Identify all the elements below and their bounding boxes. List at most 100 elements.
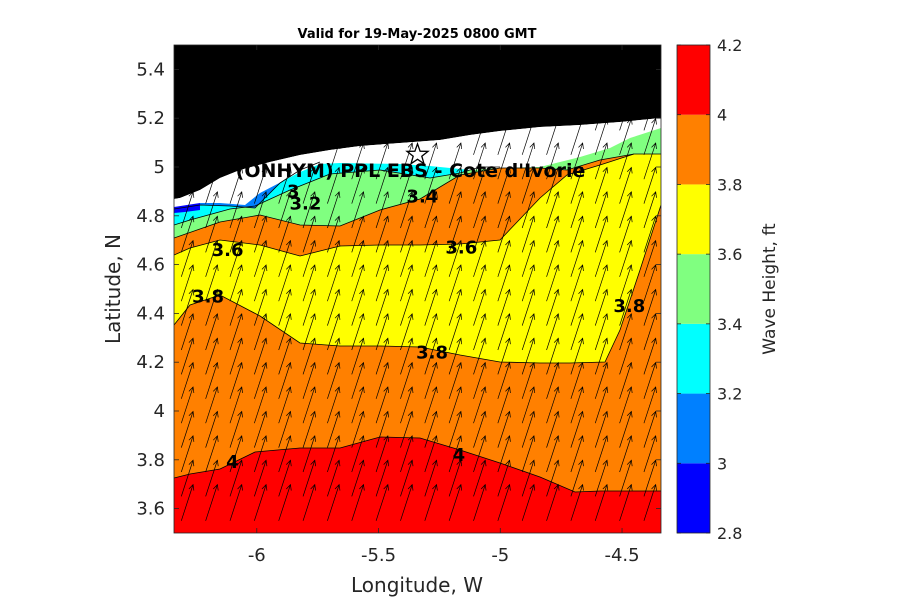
vector-arrow (497, 460, 510, 497)
vector-arrow (375, 362, 389, 399)
vector-arrowhead (505, 435, 511, 442)
vector-arrow (424, 191, 437, 229)
y-tick-label: 4.4 (136, 303, 165, 324)
vector-arrow (254, 435, 267, 473)
vector-arrowhead (626, 288, 633, 296)
vector-arrow (180, 216, 194, 253)
vector-arrowhead (505, 410, 511, 418)
vector-arrowhead (432, 361, 438, 369)
vector-arrowhead (261, 313, 268, 320)
vector-arrowhead (237, 239, 243, 247)
vector-arrow (400, 484, 413, 521)
vector-arrow (473, 118, 486, 155)
vector-arrow (327, 289, 340, 326)
vector-arrowhead (480, 483, 487, 491)
vector-arrowhead (651, 313, 657, 320)
vector-arrow (570, 142, 583, 180)
vector-arrow (375, 435, 389, 473)
vector-arrowhead (310, 337, 316, 345)
vector-arrow (521, 460, 535, 497)
vector-arrow (400, 411, 413, 448)
vector-arrow (254, 362, 267, 399)
vector-arrow (351, 338, 364, 375)
vector-arrowhead (359, 313, 365, 320)
vector-arrow (643, 142, 657, 180)
vector-arrowhead (432, 386, 438, 394)
vector-arrow (205, 289, 218, 326)
vector-arrowhead (578, 117, 584, 125)
vector-arrow (473, 411, 486, 448)
vector-arrow (521, 362, 535, 399)
vector-arrow (424, 240, 437, 277)
colorbar-swatch (677, 323, 710, 394)
vector-arrow (205, 313, 218, 351)
land-mass (174, 45, 661, 199)
vector-arrowhead (432, 191, 438, 198)
vector-arrowhead (456, 239, 463, 247)
vector-arrowhead (212, 288, 219, 296)
vector-arrow (619, 411, 632, 448)
vector-arrowhead (383, 410, 390, 418)
vector-arrow (375, 386, 389, 424)
vector-arrow (448, 362, 462, 399)
vector-arrow (570, 338, 583, 375)
vector-arrow (229, 240, 243, 277)
vector-arrow (351, 386, 364, 424)
vector-arrowhead (578, 288, 584, 296)
vector-arrow (351, 435, 364, 473)
vector-arrow (400, 386, 413, 424)
y-tick-label: 3.8 (136, 450, 165, 471)
vector-arrowhead (261, 410, 268, 418)
vector-arrowhead (529, 142, 536, 150)
chart-title: Valid for 19-May-2025 0800 GMT (298, 27, 537, 42)
vector-arrowhead (626, 191, 633, 198)
vector-arrow (375, 338, 389, 375)
vector-arrow (546, 460, 559, 497)
vector-arrow (254, 411, 267, 448)
colorbar-tick-label: 4.2 (717, 36, 742, 55)
vector-arrowhead (188, 483, 195, 491)
vector-arrow (375, 313, 389, 351)
vector-arrowhead (602, 435, 609, 442)
vector-arrow (424, 386, 437, 424)
vector-arrowhead (286, 410, 292, 418)
vector-arrowhead (529, 191, 536, 198)
vector-arrow (570, 118, 583, 155)
vector-arrow (594, 142, 608, 180)
vector-arrowhead (505, 191, 511, 198)
vector-arrow (351, 289, 364, 326)
vector-arrow (594, 484, 608, 521)
vector-arrowhead (626, 459, 633, 467)
vector-arrowhead (432, 337, 438, 345)
contour-label: 3.8 (613, 296, 645, 317)
vector-arrow (643, 167, 657, 204)
vector-arrow (619, 313, 632, 351)
vector-arrow (375, 264, 389, 302)
vector-arrow (205, 264, 218, 302)
vector-arrow (497, 362, 510, 399)
band-3.6-3.8 (174, 154, 661, 363)
vector-arrowhead (651, 142, 657, 150)
vector-arrowhead (626, 93, 633, 101)
vector-arrowhead (505, 313, 511, 320)
vector-arrowhead (578, 435, 584, 442)
colorbar-tick-label: 3.4 (717, 315, 742, 334)
y-tick-label: 4.8 (136, 206, 165, 227)
vector-arrowhead (456, 386, 463, 394)
vector-arrowhead (383, 313, 390, 320)
vector-arrow (180, 386, 194, 424)
vector-arrow (302, 484, 316, 521)
vector-arrowhead (359, 166, 365, 174)
vector-arrowhead (529, 166, 536, 174)
vector-arrow (327, 411, 340, 448)
vector-arrowhead (553, 215, 560, 223)
vector-arrowhead (188, 435, 195, 442)
colorbar-swatch (677, 114, 710, 185)
vector-arrow (229, 264, 243, 302)
vector-arrowhead (212, 191, 219, 198)
vector-arrowhead (359, 239, 365, 247)
vector-arrowhead (237, 337, 243, 345)
vector-arrowhead (602, 459, 609, 467)
vector-arrow (180, 460, 194, 497)
vector-arrow (424, 411, 437, 448)
